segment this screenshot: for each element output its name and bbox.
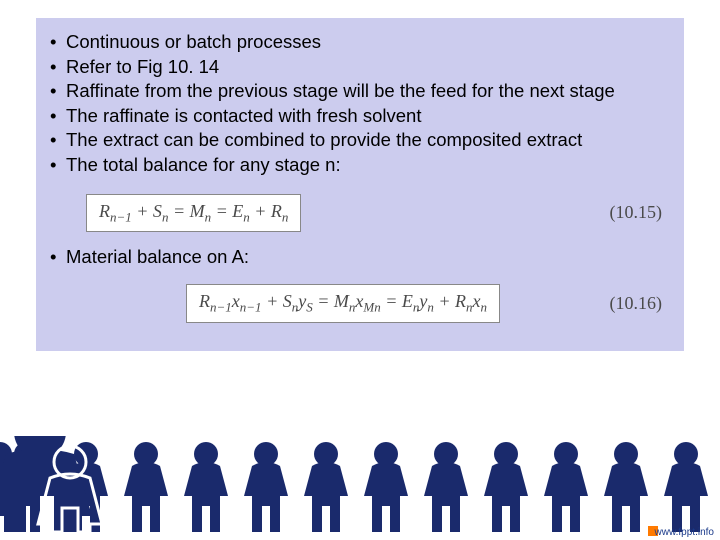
bullet-item: The extract can be combined to provide t… bbox=[50, 128, 670, 153]
equation-number-2: (10.16) bbox=[610, 293, 671, 314]
slide-content-box: Continuous or batch processes Refer to F… bbox=[36, 18, 684, 351]
equation-row-1: Rn−1 + Sn = Mn = En + Rn (10.15) bbox=[86, 194, 670, 233]
bullet-item: Raffinate from the previous stage will b… bbox=[50, 79, 670, 104]
bullet-item: The total balance for any stage n: bbox=[50, 153, 670, 178]
bullet-item: Continuous or batch processes bbox=[50, 30, 670, 55]
equation-row-2: Rn−1xn−1 + SnyS = MnxMn = Enyn + Rnxn (1… bbox=[86, 284, 670, 323]
equation-box-1: Rn−1 + Sn = Mn = En + Rn bbox=[86, 194, 301, 233]
bullet-item: The raffinate is contacted with fresh so… bbox=[50, 104, 670, 129]
bullet-list-top: Continuous or batch processes Refer to F… bbox=[50, 30, 670, 178]
equation-box-2: Rn−1xn−1 + SnyS = MnxMn = Enyn + Rnxn bbox=[186, 284, 500, 323]
bullet-material-balance: Material balance on A: bbox=[50, 246, 670, 268]
footer-link: www.fppt.info bbox=[655, 527, 714, 538]
equation-number-1: (10.15) bbox=[610, 202, 671, 223]
bullet-item: Refer to Fig 10. 14 bbox=[50, 55, 670, 80]
footer-silhouette bbox=[0, 436, 720, 532]
